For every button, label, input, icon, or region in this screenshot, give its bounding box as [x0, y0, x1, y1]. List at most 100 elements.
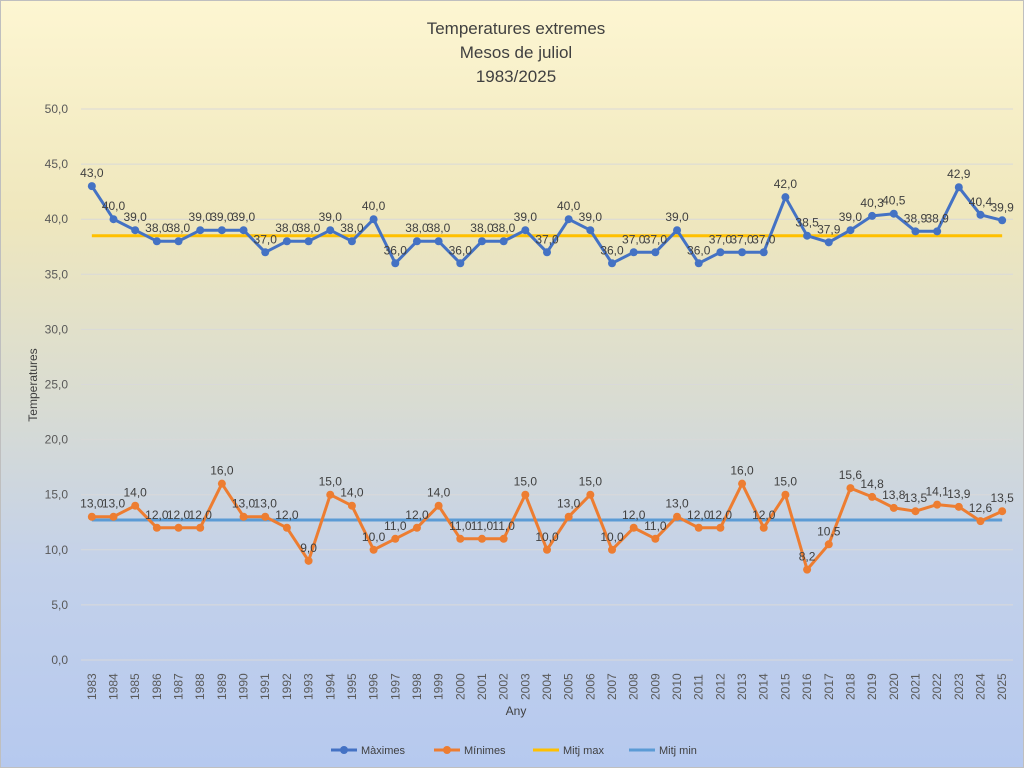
data-label-minimes-1997: 11,0	[384, 519, 407, 533]
marker-minimes-1991	[261, 512, 270, 521]
marker-maximes-1985	[131, 226, 140, 235]
data-label-minimes-2005: 13,0	[557, 497, 581, 511]
y-axis-tick-labels: 0,0 5,0 10,0 15,0 20,0 25,0 30,0 35,0 40,0 45,0 50…	[45, 102, 69, 667]
data-label-maximes-2011: 36,0	[687, 243, 711, 257]
data-label-minimes-2013: 16,0	[730, 464, 754, 478]
data-label-minimes-2007: 10,0	[600, 530, 624, 544]
legend-label-maximes: Màximes	[361, 745, 406, 757]
y-tick-label-9: 45,0	[45, 157, 69, 171]
x-tick-label-2015: 2015	[778, 673, 792, 700]
marker-minimes-2013	[738, 479, 747, 488]
x-tick-label-2003: 2003	[518, 673, 532, 700]
marker-maximes-2009	[651, 248, 660, 257]
data-label-maximes-2022: 38,9	[925, 211, 949, 225]
data-label-maximes-1984: 40,0	[102, 199, 126, 213]
data-label-minimes-2003: 15,0	[514, 475, 538, 489]
x-tick-label-1997: 1997	[388, 673, 402, 700]
data-label-maximes-2019: 40,3	[860, 196, 884, 210]
x-tick-label-2025: 2025	[995, 673, 1009, 700]
legend-marker-minimes	[443, 746, 451, 754]
series-markers	[87, 182, 1007, 574]
marker-maximes-2001	[477, 237, 486, 246]
marker-maximes-2005	[564, 215, 573, 224]
marker-maximes-2013	[738, 248, 747, 257]
series-line-minimes	[91, 482, 1003, 572]
x-tick-label-2019: 2019	[865, 673, 879, 700]
marker-maximes-2011	[694, 259, 703, 268]
data-label-maximes-2025: 39,9	[990, 200, 1014, 214]
marker-maximes-1999	[434, 237, 443, 246]
data-label-minimes-1994: 15,0	[319, 475, 343, 489]
x-tick-label-1985: 1985	[128, 673, 142, 700]
data-label-minimes-2002: 11,0	[492, 519, 515, 533]
marker-minimes-1996	[369, 545, 378, 554]
x-tick-label-2000: 2000	[453, 673, 467, 700]
data-label-minimes-2004: 10,0	[535, 530, 559, 544]
marker-maximes-2014	[759, 248, 768, 257]
x-tick-label-2005: 2005	[562, 673, 576, 700]
marker-minimes-2005	[564, 512, 573, 521]
data-label-maximes-2020: 40,5	[882, 194, 906, 208]
marker-minimes-2025	[998, 507, 1007, 516]
marker-minimes-2006	[586, 490, 595, 499]
data-label-minimes-1999: 14,0	[427, 486, 451, 500]
legend-item-maximes: Màximes	[331, 745, 406, 757]
x-axis-title: Any	[506, 704, 527, 718]
marker-minimes-1989	[217, 479, 226, 488]
marker-maximes-2006	[586, 226, 595, 235]
data-label-maximes-1991: 37,0	[254, 232, 278, 246]
marker-maximes-1991	[261, 248, 270, 257]
x-tick-label-1991: 1991	[258, 673, 272, 700]
marker-minimes-2020	[889, 503, 898, 512]
data-label-minimes-1985: 14,0	[124, 486, 148, 500]
marker-minimes-1995	[347, 501, 356, 510]
y-tick-label-8: 40,0	[45, 212, 69, 226]
marker-minimes-2004	[543, 545, 551, 554]
data-label-maximes-1988: 39,0	[189, 210, 213, 224]
data-label-minimes-2008: 12,0	[622, 508, 646, 522]
data-label-minimes-1987: 12,0	[167, 508, 191, 522]
marker-minimes-1998	[412, 523, 421, 532]
x-tick-label-2011: 2011	[692, 674, 706, 700]
marker-maximes-2017	[824, 238, 833, 247]
marker-maximes-1998	[412, 237, 421, 246]
data-label-minimes-1983: 13,0	[80, 497, 104, 511]
marker-minimes-1994	[326, 490, 335, 499]
data-label-minimes-1990: 13,0	[232, 497, 256, 511]
data-label-maximes-2024: 40,4	[969, 195, 993, 209]
data-label-maximes-1989: 39,0	[210, 210, 234, 224]
marker-maximes-2016	[803, 231, 812, 240]
data-label-minimes-1986: 12,0	[145, 508, 169, 522]
data-label-minimes-2012: 12,0	[709, 508, 733, 522]
x-tick-label-1996: 1996	[367, 673, 381, 700]
marker-minimes-2000	[456, 534, 465, 543]
marker-maximes-2025	[998, 216, 1007, 225]
data-label-minimes-2020: 13,8	[882, 488, 906, 502]
data-label-minimes-2011: 12,0	[687, 508, 711, 522]
data-label-minimes-1992: 12,0	[275, 508, 299, 522]
marker-minimes-1992	[282, 523, 291, 532]
y-tick-label-6: 30,0	[45, 322, 69, 336]
marker-minimes-1984	[109, 512, 118, 521]
x-tick-label-2012: 2012	[713, 673, 727, 700]
y-tick-label-5: 25,0	[45, 378, 69, 392]
data-label-maximes-2021: 38,9	[904, 211, 928, 225]
marker-maximes-2022	[933, 227, 942, 236]
x-tick-label-2016: 2016	[800, 673, 814, 700]
data-label-minimes-2023: 13,9	[947, 487, 971, 501]
x-tick-label-2023: 2023	[952, 673, 966, 700]
data-label-minimes-2022: 14,1	[925, 485, 949, 499]
x-tick-label-2010: 2010	[670, 673, 684, 700]
legend-label-mitj-min: Mitj min	[659, 745, 697, 757]
x-tick-label-1988: 1988	[193, 673, 207, 700]
y-tick-label-1: 5,0	[51, 598, 68, 612]
chart-title-line-2: Mesos de juliol	[460, 43, 572, 62]
marker-maximes-2002	[499, 237, 508, 246]
marker-maximes-2000	[456, 259, 465, 268]
data-label-maximes-2002: 38,0	[492, 221, 516, 235]
data-label-minimes-1996: 10,0	[362, 530, 386, 544]
data-label-minimes-1998: 12,0	[405, 508, 429, 522]
marker-maximes-2018	[846, 226, 855, 235]
data-label-maximes-1990: 39,0	[232, 210, 256, 224]
